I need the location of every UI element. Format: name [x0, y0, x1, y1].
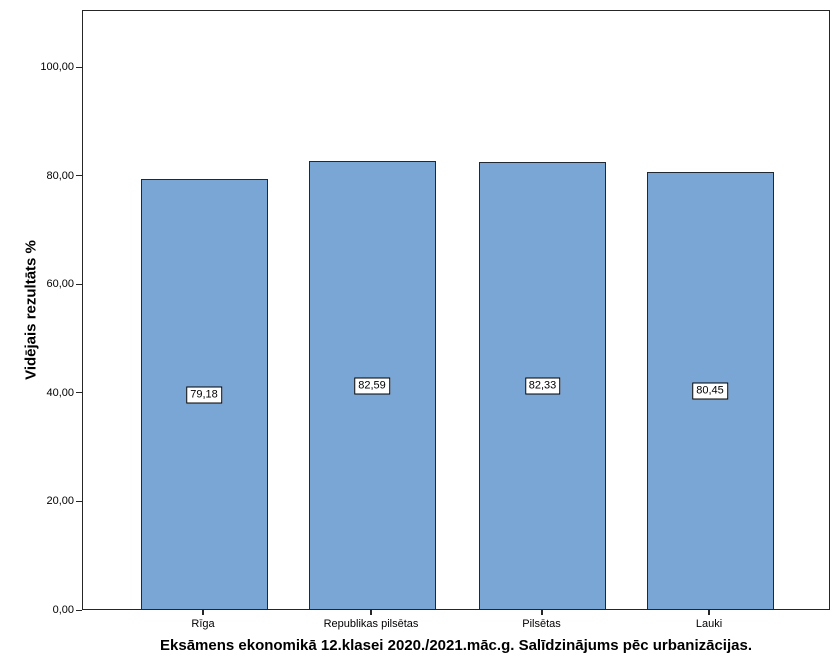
y-tick-label: 80,00: [46, 169, 74, 182]
y-tick-mark: [76, 66, 82, 68]
y-tick-label: 0,00: [52, 604, 74, 616]
y-tick-label: 60,00: [46, 278, 74, 291]
x-category-label: Lauki: [695, 618, 723, 630]
bar-value-label: 79,18: [186, 386, 222, 403]
x-tick-mark: [708, 610, 710, 615]
x-category-label: Republikas pilsētas: [323, 618, 419, 630]
y-tick-mark: [76, 500, 82, 502]
bar-value-label: 82,33: [524, 377, 561, 395]
y-tick-label: 100,00: [40, 61, 74, 73]
y-tick-mark: [76, 283, 82, 285]
x-tick-mark: [370, 610, 372, 615]
x-tick-mark: [540, 610, 543, 615]
y-tick-mark: [76, 175, 82, 177]
bar-2: 82,33: [479, 162, 606, 609]
y-tick-label: 40,00: [46, 386, 74, 399]
y-tick-mark: [76, 609, 82, 611]
bar-value-label: 80,45: [692, 382, 728, 400]
x-category-label: Rīga: [191, 618, 215, 630]
y-tick-label: 20,00: [46, 495, 74, 508]
y-axis-title: Vidējais rezultāts %: [22, 240, 40, 380]
y-tick-mark: [76, 392, 82, 394]
bar-0: 79,18: [140, 179, 268, 609]
chart-title: Eksāmens ekonomikā 12.klasei 2020./2021.…: [160, 637, 752, 654]
bar-value-label: 82,59: [354, 377, 390, 394]
bar-3: 80,45: [646, 172, 774, 609]
bar-1: 82,59: [308, 161, 436, 609]
x-tick-mark: [202, 610, 204, 615]
plot-area: 79,18 82,59 82,33 80,45: [82, 10, 830, 610]
x-category-label: Pilsētas: [522, 618, 561, 630]
